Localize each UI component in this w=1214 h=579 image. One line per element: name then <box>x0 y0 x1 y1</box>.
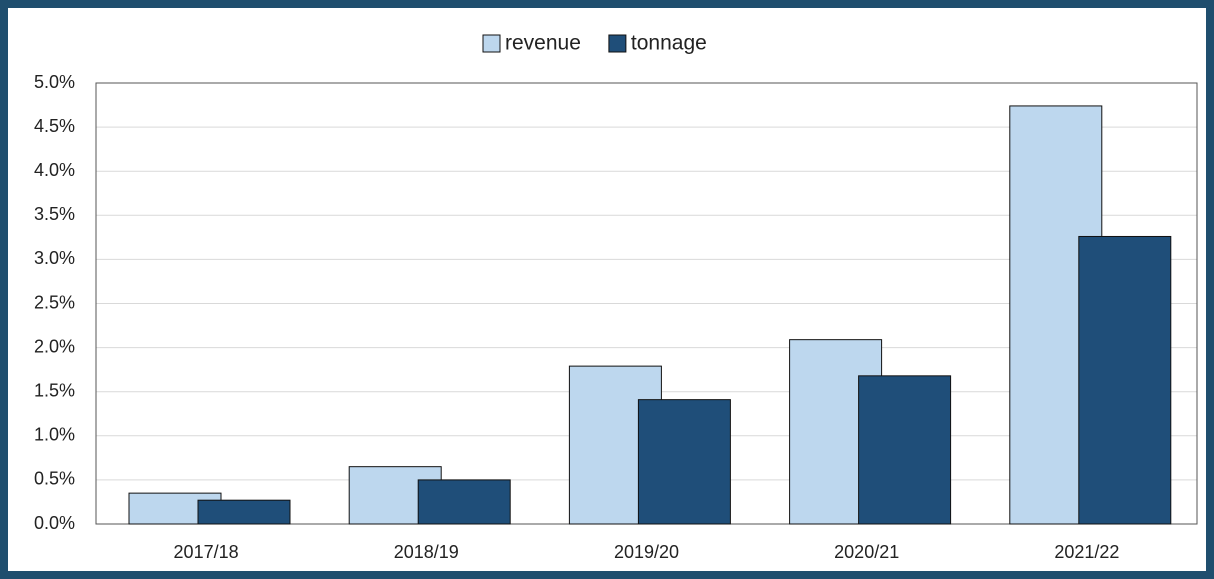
y-tick-label: 1.0% <box>34 425 75 445</box>
y-tick-label: 0.0% <box>34 513 75 533</box>
y-tick-label: 4.0% <box>34 160 75 180</box>
legend-swatch <box>482 34 501 53</box>
x-tick-label: 2020/21 <box>834 542 899 562</box>
legend-label: tonnage <box>631 32 707 55</box>
x-tick-label: 2019/20 <box>614 542 679 562</box>
y-tick-label: 2.0% <box>34 336 75 356</box>
y-tick-label: 3.0% <box>34 248 75 268</box>
y-tick-label: 1.5% <box>34 380 75 400</box>
bar <box>197 499 291 525</box>
legend-label: revenue <box>505 32 581 55</box>
legend-swatch <box>608 34 627 53</box>
y-tick-label: 2.5% <box>34 292 75 312</box>
x-tick-label: 2018/19 <box>394 542 459 562</box>
bar <box>858 375 952 525</box>
y-tick-label: 0.5% <box>34 469 75 489</box>
x-tick-label: 2017/18 <box>174 542 239 562</box>
y-tick-label: 3.5% <box>34 204 75 224</box>
y-tick-label: 5.0% <box>34 72 75 92</box>
bar <box>1078 235 1172 525</box>
y-tick-label: 4.5% <box>34 116 75 136</box>
bar <box>417 479 511 525</box>
x-tick-label: 2021/22 <box>1054 542 1119 562</box>
bar <box>637 399 731 525</box>
